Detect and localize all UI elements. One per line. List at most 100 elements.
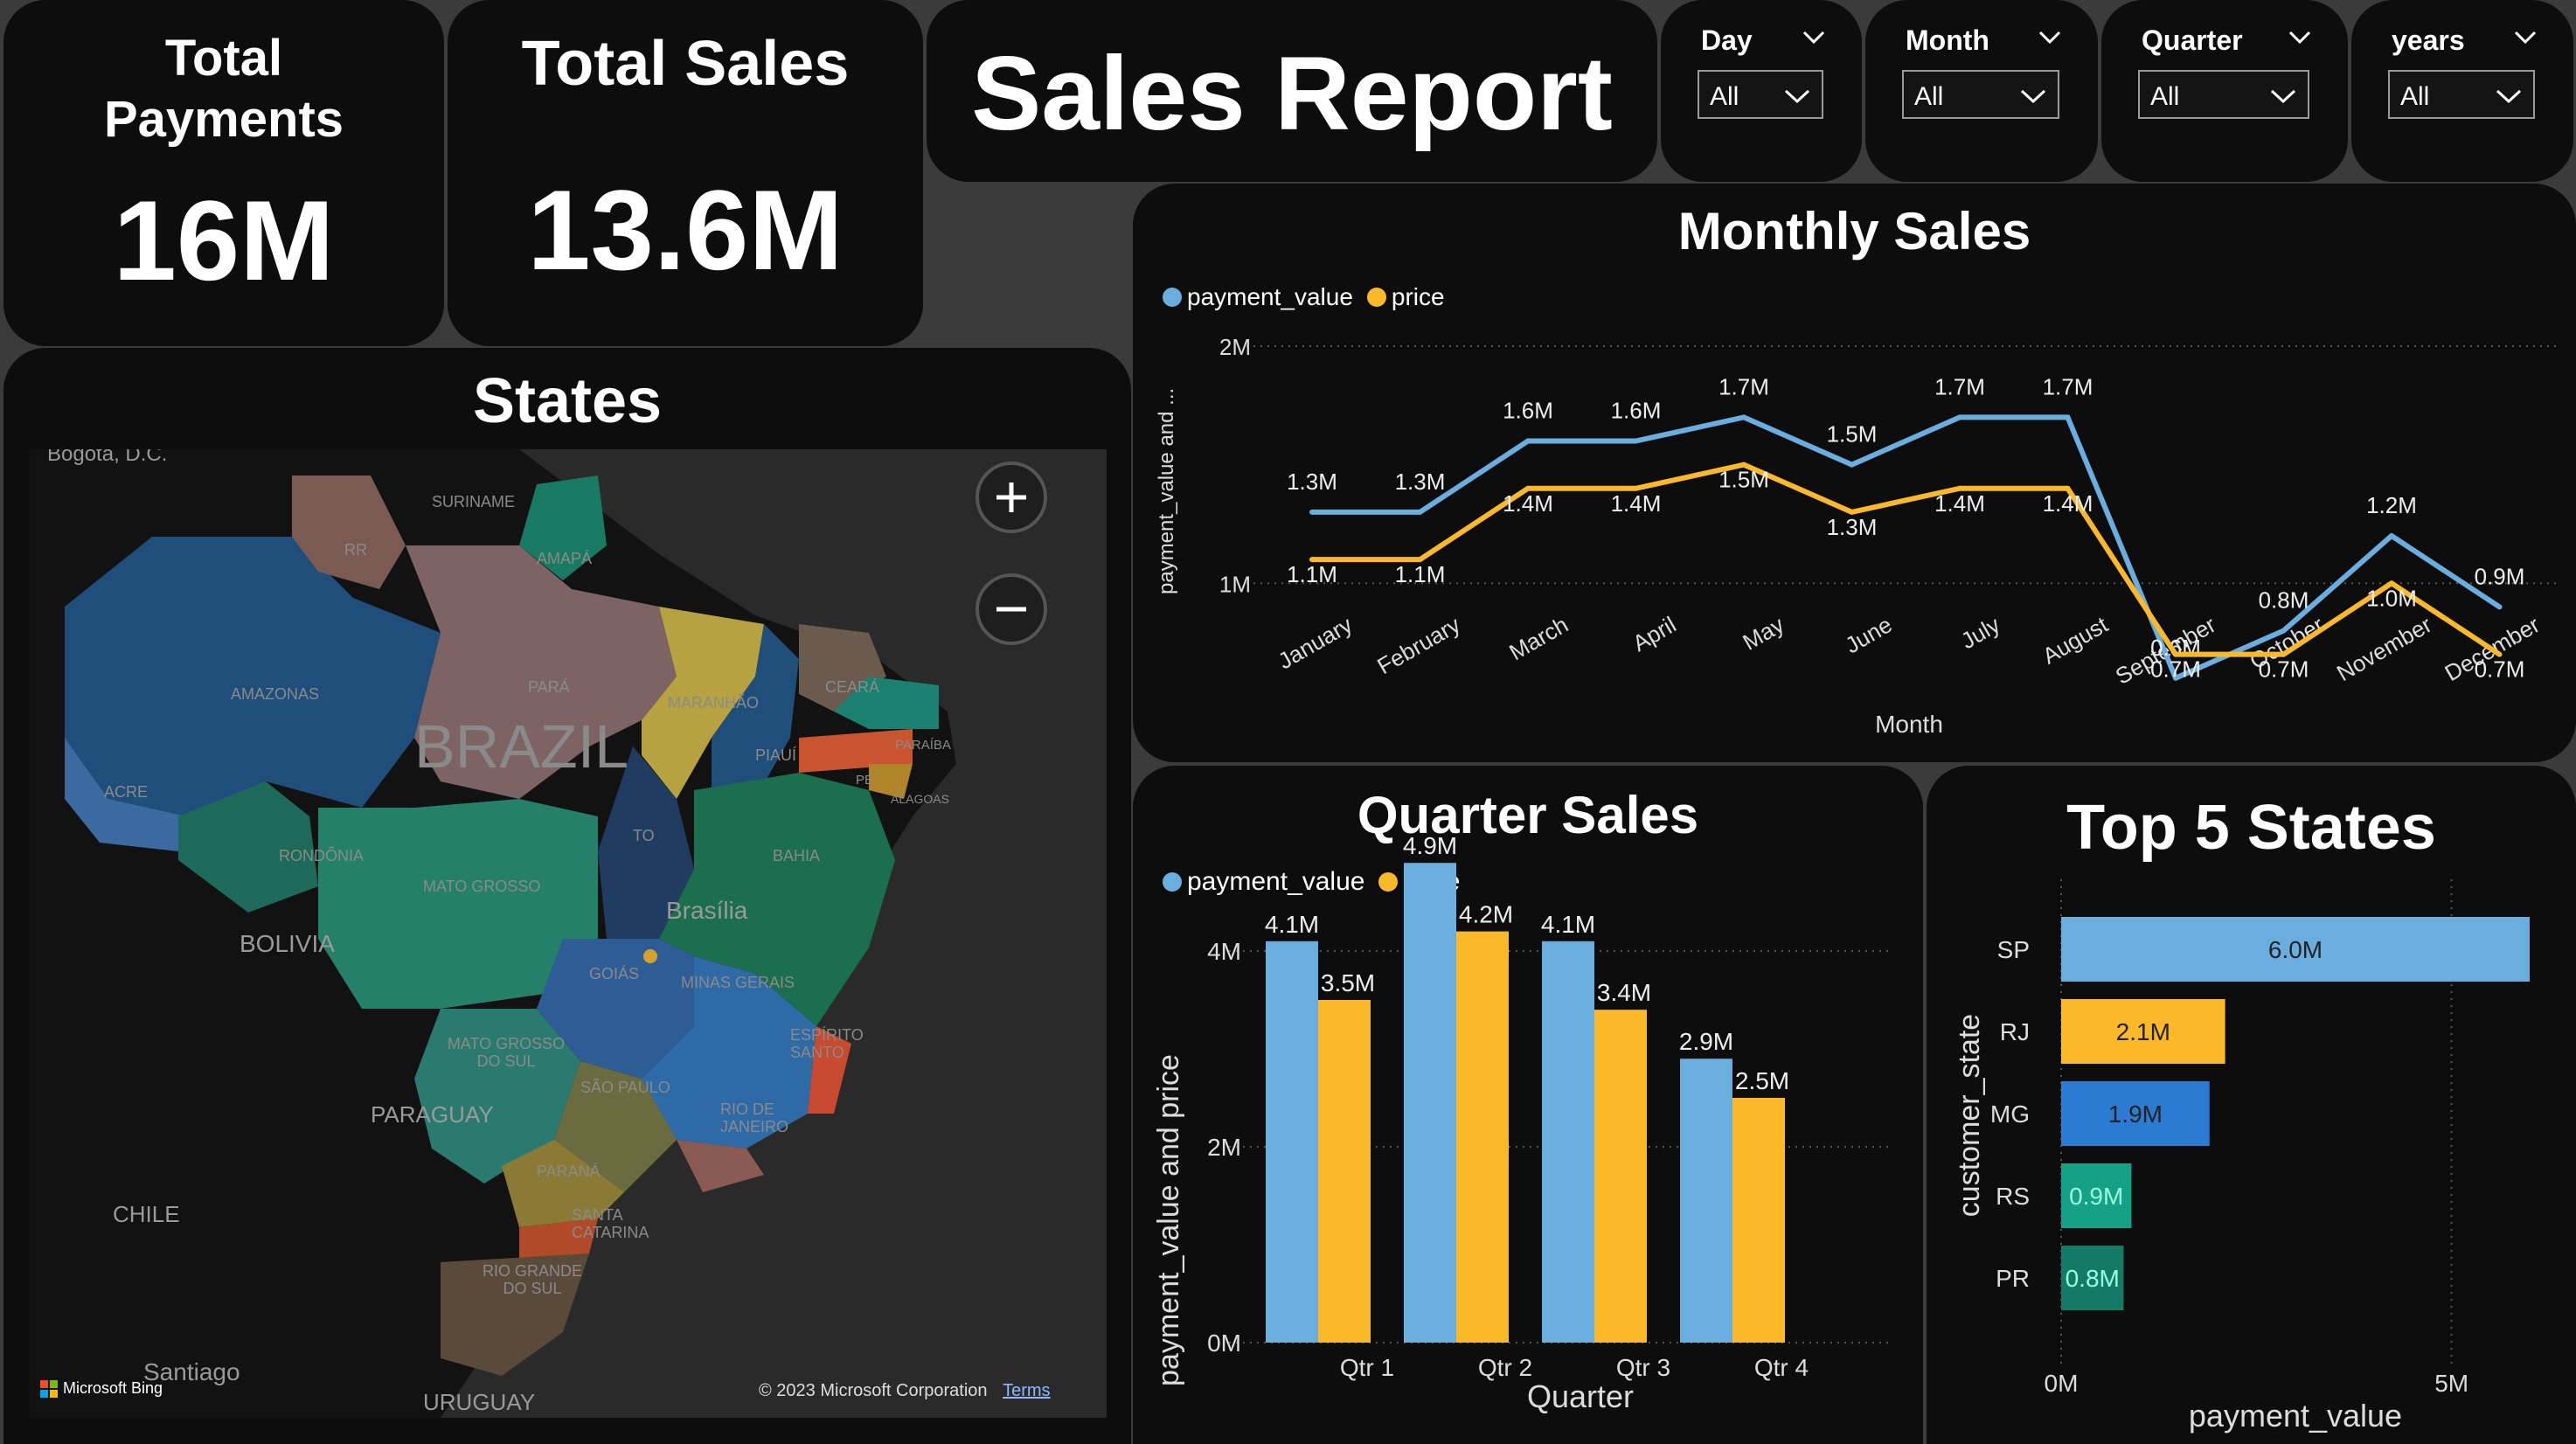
total-payments-card: Total Payments 16M xyxy=(3,0,444,346)
data-point xyxy=(2065,414,2071,420)
state-minas-gerais[interactable] xyxy=(633,956,816,1149)
x-tick-label: May xyxy=(1738,611,1788,656)
data-label: 1.7M xyxy=(1934,373,1985,399)
quarter-sales-title: Quarter Sales xyxy=(1357,786,1699,844)
data-label: 1.7M xyxy=(1718,373,1769,399)
slicer-day[interactable]: Day All xyxy=(1661,0,1862,182)
chevron-down-icon[interactable] xyxy=(2512,26,2538,47)
bar-price xyxy=(1456,931,1509,1343)
data-label: 1.5M xyxy=(1827,421,1878,448)
report-title: Sales Report xyxy=(971,35,1613,152)
slicer-day-dropdown[interactable]: All xyxy=(1698,70,1823,119)
x-tick-label: Qtr 3 xyxy=(1616,1354,1670,1381)
state-amapa[interactable] xyxy=(519,476,607,580)
monthly-sales-title: Monthly Sales xyxy=(1677,202,2031,260)
slicer-day-label: Day xyxy=(1701,24,1753,56)
data-point xyxy=(1741,414,1746,420)
data-label: 1.7M xyxy=(2043,373,2093,399)
data-label: 1.4M xyxy=(1611,490,1662,517)
chevron-down-icon xyxy=(2270,89,2296,104)
slicer-quarter[interactable]: Quarter All xyxy=(2101,0,2348,182)
terms-link[interactable]: Terms xyxy=(1003,1381,1051,1400)
data-point xyxy=(2173,651,2178,657)
chevron-down-icon xyxy=(2020,89,2046,104)
y-tick-label: 0M xyxy=(1207,1329,1241,1357)
chevron-down-icon[interactable] xyxy=(2287,26,2313,47)
map-label: PARAGUAY xyxy=(371,1101,494,1128)
bar-payment_value xyxy=(1542,941,1594,1343)
map-label: MATO GROSSO DO SUL xyxy=(447,1035,566,1070)
map-label: ESPÍRITO SANTO xyxy=(790,1026,864,1061)
state-goias[interactable] xyxy=(537,939,694,1079)
state-rio-de-janeiro[interactable] xyxy=(677,1140,764,1192)
data-label: 6.0M xyxy=(2268,936,2323,963)
state-parana[interactable] xyxy=(502,1140,624,1227)
state-pe[interactable] xyxy=(799,729,913,773)
data-label: 1.1M xyxy=(1395,561,1446,587)
total-sales-card: Total Sales 13.6M xyxy=(448,0,923,346)
state-acre[interactable] xyxy=(65,738,187,851)
state-espirito-santo[interactable] xyxy=(808,1026,851,1114)
slicer-years-dropdown[interactable]: All xyxy=(2388,70,2535,119)
total-payments-value: 16M xyxy=(113,177,335,304)
slicer-years-label: years xyxy=(2392,24,2465,56)
data-label: 1.6M xyxy=(1503,398,1553,424)
slicer-month[interactable]: Month All xyxy=(1865,0,2098,182)
y-tick-label: 2M xyxy=(1207,1134,1241,1161)
state-tocantins[interactable] xyxy=(598,746,694,939)
state-rio-grande-do-sul[interactable] xyxy=(441,1253,589,1376)
y-tick-label: SP xyxy=(1997,936,2030,963)
data-label: 4.1M xyxy=(1541,911,1595,938)
x-axis-label: Quarter xyxy=(1527,1378,1634,1414)
map-label: URUGUAY xyxy=(423,1389,536,1415)
states-map-card: States xyxy=(3,348,1131,1444)
state-maranhao[interactable] xyxy=(642,607,764,799)
slicer-month-dropdown[interactable]: All xyxy=(1902,70,2059,119)
state-piaui[interactable] xyxy=(712,624,799,799)
state-bahia[interactable] xyxy=(659,773,895,1026)
legend-label-payment: payment_value xyxy=(1187,867,1365,896)
zoom-out-button[interactable] xyxy=(976,573,1047,645)
series-line-price xyxy=(1312,462,2502,657)
state-mato-grosso[interactable] xyxy=(318,799,598,1009)
slicer-quarter-dropdown[interactable]: All xyxy=(2138,70,2309,119)
monthly-legend: payment_value price xyxy=(1163,283,1445,311)
state-para[interactable] xyxy=(406,545,677,799)
state-sao-paulo[interactable] xyxy=(554,1061,677,1192)
y-axis-label: payment_value and price xyxy=(1152,1054,1185,1386)
data-label: 4.1M xyxy=(1265,911,1319,938)
state-alagoas[interactable] xyxy=(869,764,913,799)
top5-states-title: Top 5 States xyxy=(2066,793,2436,863)
chevron-down-icon xyxy=(1784,89,1810,104)
chevron-down-icon[interactable] xyxy=(2037,26,2063,47)
monthly-sales-chart[interactable]: 1M 2M payment_value and ... Month January Feb… xyxy=(1133,184,2576,762)
map-label: Santiago xyxy=(143,1358,240,1385)
x-tick-label: June xyxy=(1841,611,1897,658)
brasilia-marker[interactable] xyxy=(643,949,657,963)
state-santa-catarina[interactable] xyxy=(519,1218,598,1262)
data-point xyxy=(1309,557,1315,563)
state-rn-pb[interactable] xyxy=(834,677,939,729)
chevron-down-icon[interactable] xyxy=(1801,26,1827,47)
monthly-sales-card: Monthly Sales payment_value price 1M 2M pa… xyxy=(1133,184,2576,762)
plus-icon xyxy=(996,482,1026,512)
slicer-years[interactable]: years All xyxy=(2351,0,2573,182)
data-point xyxy=(1417,509,1423,515)
data-label: 1.5M xyxy=(1718,467,1769,493)
bar-RJ xyxy=(2061,999,2225,1064)
state-mato-grosso-do-sul[interactable] xyxy=(414,1009,580,1184)
state-amazonas[interactable] xyxy=(65,537,441,816)
data-point xyxy=(1309,509,1315,515)
data-label: 4.2M xyxy=(1459,901,1513,928)
state-rondonia[interactable] xyxy=(178,781,318,913)
zoom-in-button[interactable] xyxy=(976,462,1047,533)
map-canvas[interactable]: Bogota, D.C. SURINAME RR AMAPÁ AMAZONAS … xyxy=(30,449,1107,1418)
top5-states-chart[interactable]: 0M 5M customer_state payment_value SP 6.0M RJ 2… xyxy=(1927,766,2576,1444)
x-tick-label: July xyxy=(1956,611,2004,654)
map-svg[interactable] xyxy=(30,449,1107,1418)
x-tick-label: Qtr 2 xyxy=(1478,1354,1532,1381)
legend-label-payment: payment_value xyxy=(1187,283,1353,310)
y-axis-label: payment_value and ... xyxy=(1155,388,1178,594)
state-roraima[interactable] xyxy=(292,476,406,589)
